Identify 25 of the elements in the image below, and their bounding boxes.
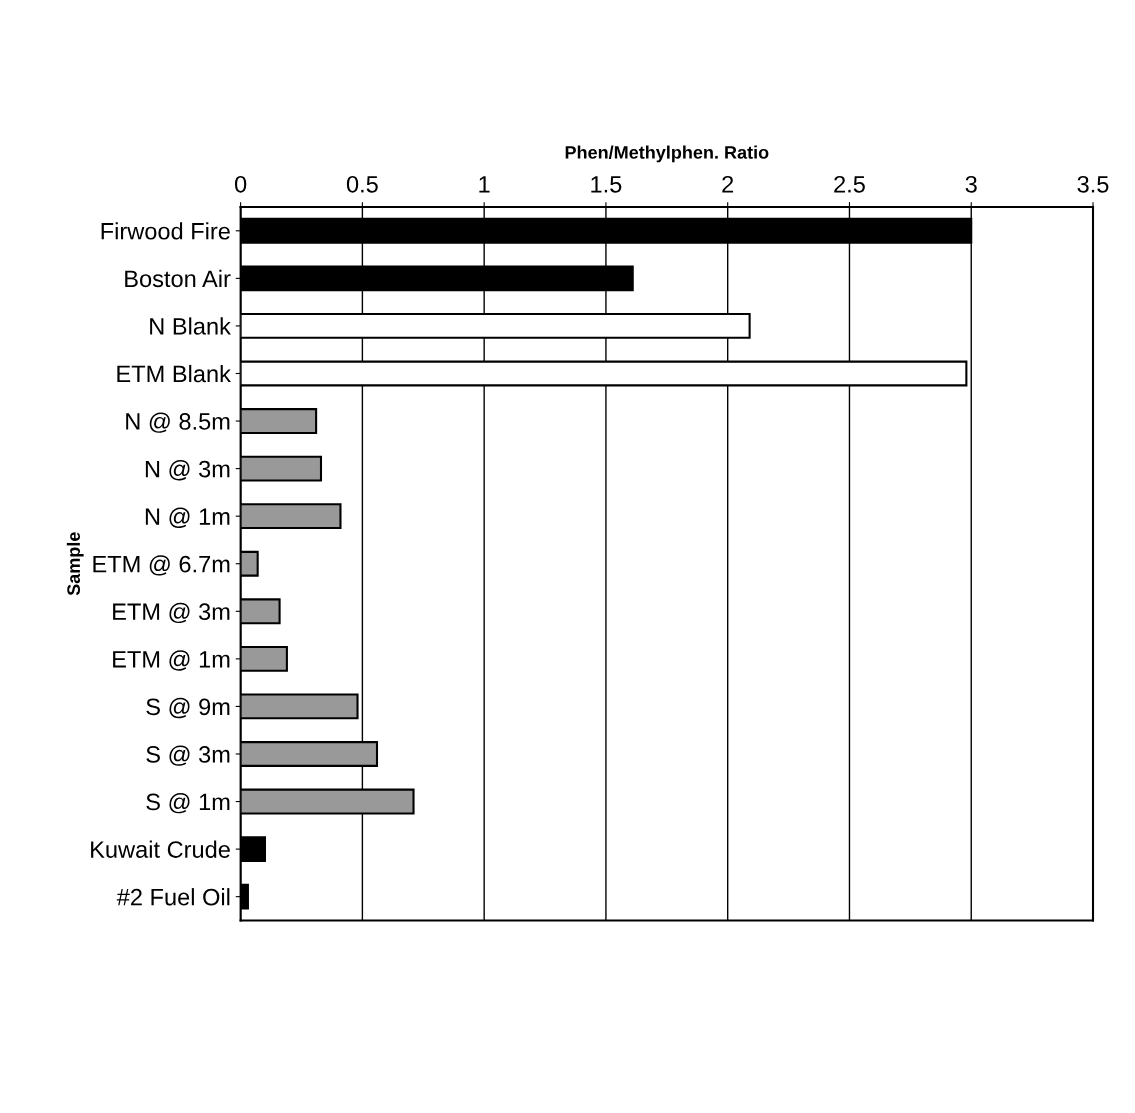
x-axis-title: Phen/Methylphen. Ratio [565,145,769,163]
x-tick-label: 0 [234,175,247,193]
y-tick-label: #2 Fuel Oil [116,888,230,906]
x-tick-label: 2 [722,175,734,193]
y-tick-label: Kuwait Crude [91,840,230,858]
x-tick-label: 3.5 [1077,175,1109,193]
y-tick-label: Firwood Fire [101,222,230,240]
x-tick-label: 3 [965,175,977,193]
x-tick-label: 0.5 [346,175,378,193]
y-tick-label: Boston Air [125,269,231,288]
x-tick-label: 1 [479,176,490,193]
y-tick-label: N Blank [150,317,231,335]
y-tick-label: ETM @ 6.7m [93,555,230,576]
y-tick-label: N @ 8.5m [126,412,230,433]
y-tick-label: S @ 3m [146,745,230,766]
x-tick-label: 2.5 [834,175,865,193]
x-tick-label: 1.5 [591,176,622,193]
y-tick-label: ETM @ 3m [113,602,230,624]
y-tick-label: N @ 1m [145,507,230,528]
y-tick-label: ETM Blank [117,364,231,383]
y-tick-label: S @ 1m [146,792,230,814]
y-axis-title: Sample [66,532,84,596]
y-tick-label: N @ 3m [145,460,230,481]
y-tick-label: ETM @ 1m [113,650,230,671]
y-tick-label: S @ 9m [146,697,230,719]
